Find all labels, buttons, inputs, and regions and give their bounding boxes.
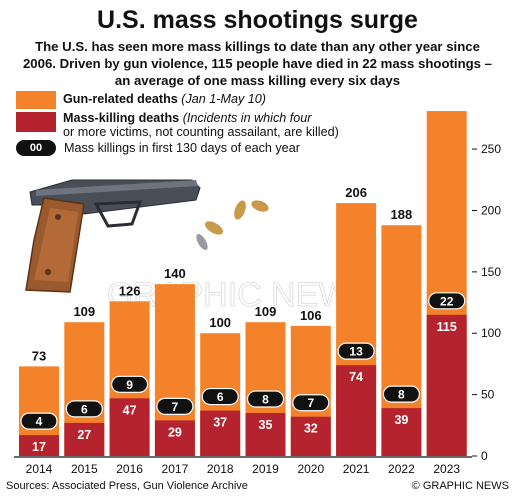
pistol-illustration [25, 179, 201, 293]
x-tick-label: 2019 [252, 462, 279, 476]
mass-deaths-label: 17 [32, 440, 46, 454]
count-label: 6 [81, 402, 88, 416]
mass-deaths-label: 32 [304, 422, 318, 436]
credit: © GRAPHIC NEWS [411, 480, 509, 492]
count-pill [65, 400, 103, 418]
y-tick-label: 250 [481, 142, 501, 156]
gun-deaths-label: 126 [119, 283, 141, 298]
legend-count: Mass killings in first 130 days of each … [64, 141, 300, 155]
mass-deaths-bar [426, 314, 467, 456]
y-tick-label: 200 [481, 203, 501, 217]
count-pill [156, 397, 194, 415]
mass-deaths-bar [64, 422, 105, 456]
count-pill [110, 375, 149, 393]
watermark: GRAPHIC NEWS [107, 276, 373, 314]
x-tick-label: 2015 [71, 462, 98, 476]
count-label: 8 [262, 393, 269, 407]
mass-deaths-bar [290, 416, 331, 456]
mass-deaths-label: 39 [394, 413, 408, 427]
x-tick-label: 2023 [433, 462, 460, 476]
count-pill [428, 292, 466, 310]
x-tick-label: 2020 [297, 462, 324, 476]
count-pill [246, 390, 285, 408]
mass-deaths-bar [154, 420, 195, 456]
mass-deaths-bar [19, 435, 59, 456]
count-label: 7 [172, 400, 179, 414]
gun-deaths-label: 206 [345, 185, 367, 200]
x-tick-label: 2014 [26, 462, 53, 476]
mass-deaths-label: 37 [213, 416, 227, 430]
x-tick-label: 2016 [116, 462, 143, 476]
count-pill [201, 387, 239, 406]
subtitle-line-2: 2006. Driven by gun violence, 115 people… [22, 56, 493, 71]
y-tick-label: 50 [481, 388, 495, 402]
mass-deaths-bar [200, 410, 241, 456]
gun-deaths-label: 106 [300, 308, 322, 323]
count-label: 8 [398, 388, 405, 402]
page-title: U.S. mass shootings surge [97, 6, 418, 34]
subtitle-line-3: an average of one mass killing every six… [114, 73, 401, 88]
gun-deaths-label: 140 [164, 266, 186, 281]
count-label: 4 [36, 415, 43, 429]
source-note: Sources: Associated Press, Gun Violence … [6, 480, 248, 492]
count-label: 13 [349, 345, 363, 359]
gun-deaths-label: 281 [436, 93, 458, 108]
mass-deaths-bar [109, 398, 150, 456]
legend-pill: 00 [16, 140, 56, 156]
count-pill [337, 342, 375, 360]
count-label: 22 [440, 294, 454, 308]
mass-deaths-bar [381, 408, 422, 456]
count-label: 7 [307, 396, 314, 410]
gun-deaths-label: 109 [255, 304, 277, 319]
gun-deaths-label: 73 [32, 348, 46, 363]
x-tick-label: 2018 [207, 462, 234, 476]
y-tick-label: 0 [481, 449, 488, 463]
bullets-illustration [196, 200, 269, 251]
mass-deaths-bar [245, 413, 286, 456]
mass-deaths-label: 47 [123, 403, 137, 417]
legend-mass: Mass-killing deaths (Incidents in which … [63, 111, 312, 125]
legend-swatch-mass [16, 112, 56, 132]
x-tick-label: 2022 [388, 462, 415, 476]
legend-swatch-gun [16, 91, 56, 109]
mass-deaths-label: 35 [259, 418, 273, 432]
y-tick-label: 100 [481, 326, 501, 340]
mass-deaths-label: 74 [349, 370, 363, 384]
count-pill [20, 412, 58, 430]
gun-deaths-label: 188 [391, 207, 413, 222]
mass-deaths-label: 29 [168, 425, 182, 439]
mass-deaths-bar [336, 365, 377, 456]
count-pill [382, 385, 420, 403]
gun-deaths-label: 109 [73, 304, 95, 319]
subtitle-line-1: The U.S. has seen more mass killings to … [35, 39, 480, 54]
mass-deaths-label: 115 [437, 320, 457, 334]
legend-gun: Gun-related deaths (Jan 1-May 10) [63, 92, 266, 106]
x-tick-label: 2021 [343, 462, 370, 476]
mass-deaths-label: 27 [77, 428, 91, 442]
x-tick-label: 2017 [162, 462, 189, 476]
count-pill [292, 394, 330, 412]
count-label: 6 [217, 390, 224, 404]
y-tick-label: 150 [481, 265, 501, 279]
gun-deaths-label: 100 [209, 315, 231, 330]
legend-mass-note: or more victims, not counting assailant,… [63, 125, 339, 139]
count-label: 9 [126, 378, 133, 392]
